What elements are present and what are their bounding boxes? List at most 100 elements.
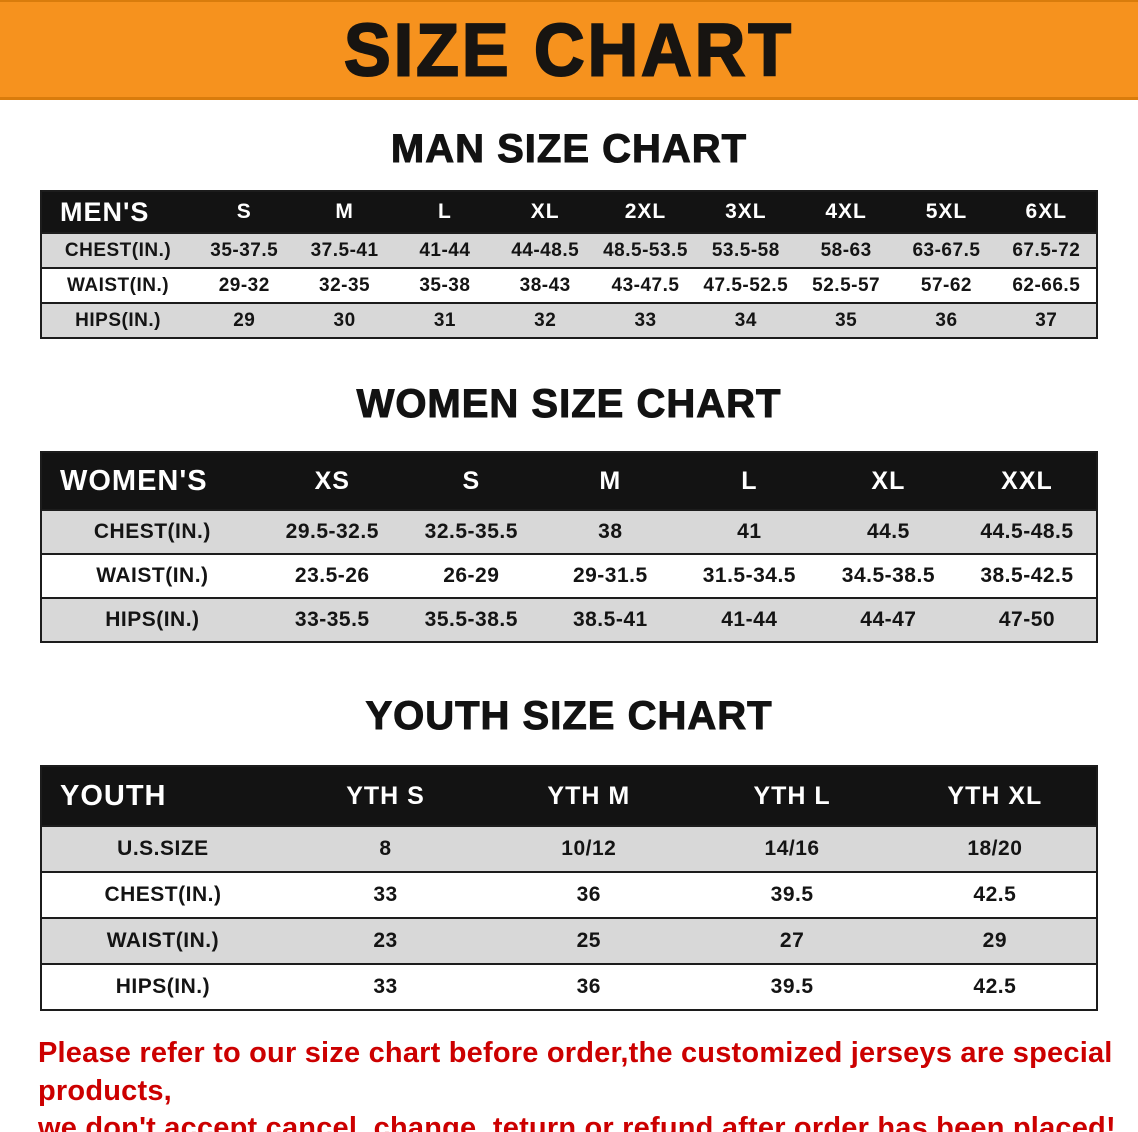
size-header-cell: 5XL [896, 191, 997, 233]
size-value-cell: 38-43 [519, 274, 571, 296]
size-value-cell: 43-47.5 [611, 274, 680, 296]
men-size-chart-section: MAN SIZE CHART MEN'S S M L XL 2XL 3XL 4XL 5XL 6XL… [0, 126, 1138, 339]
size-header-cell: XS [262, 452, 402, 510]
size-value-cell: 29 [233, 309, 256, 331]
disclaimer-line-1: Please refer to our size chart before or… [38, 1037, 1113, 1107]
header-row: MEN'S S M L XL 2XL 3XL 4XL 5XL 6XL [41, 191, 1097, 233]
size-value-cell: 58-63 [820, 239, 872, 261]
table-row: HIPS(IN.) 33-35.5 35.5-38.5 38.5-41 41-44 44-… [41, 598, 1097, 642]
size-header-cell: L [394, 191, 496, 233]
table-title-cell: MEN'S [41, 191, 195, 233]
size-value-cell: 47-50 [998, 608, 1056, 631]
size-value-cell: 41-44 [721, 608, 778, 631]
size-header-cell: 3XL [695, 191, 796, 233]
table-row: WAIST(IN.) 29-32 32-35 35-38 38-43 43-47.5 47.… [41, 268, 1097, 303]
table-title-cell: YOUTH [41, 766, 284, 826]
size-value-cell: 41-44 [419, 239, 471, 261]
size-value-cell: 8 [379, 837, 392, 860]
men-size-table: MEN'S S M L XL 2XL 3XL 4XL 5XL 6XL CHEST(IN.) 35-37… [40, 190, 1098, 339]
size-value-cell: 27 [779, 929, 805, 952]
size-value-cell: 39.5 [770, 883, 814, 906]
row-label-cell: WAIST(IN.) [96, 564, 209, 587]
table-row: U.S.SIZE 8 10/12 14/16 18/20 [41, 826, 1097, 872]
size-value-cell: 26-29 [443, 564, 500, 587]
row-label-cell: CHEST(IN.) [93, 520, 211, 543]
size-value-cell: 10/12 [561, 837, 617, 860]
size-header-cell: YTH M [487, 766, 691, 826]
size-header-cell: M [540, 452, 680, 510]
size-value-cell: 44.5-48.5 [980, 520, 1074, 543]
size-value-cell: 14/16 [764, 837, 820, 860]
size-value-cell: 37 [1035, 309, 1058, 331]
size-header-cell: 6XL [996, 191, 1097, 233]
size-value-cell: 30 [333, 309, 356, 331]
size-value-cell: 35.5-38.5 [424, 608, 518, 631]
size-value-cell: 31 [433, 309, 456, 331]
size-value-cell: 44-47 [860, 608, 917, 631]
size-value-cell: 53.5-58 [711, 239, 780, 261]
women-section-heading: WOMEN SIZE CHART [356, 382, 782, 427]
size-header-cell: L [679, 452, 819, 510]
size-value-cell: 32 [534, 309, 557, 331]
disclaimer: Please refer to our size chart before or… [38, 1035, 1138, 1132]
size-header-cell: 2XL [595, 191, 696, 233]
row-label-cell: HIPS(IN.) [115, 975, 211, 998]
size-value-cell: 35 [835, 309, 858, 331]
row-label-cell: HIPS(IN.) [105, 608, 200, 631]
size-value-cell: 35-38 [419, 274, 471, 296]
size-value-cell: 42.5 [973, 975, 1017, 998]
size-value-cell: 34.5-38.5 [841, 564, 936, 587]
size-header-cell: XXL [957, 452, 1097, 510]
size-value-cell: 23.5-26 [294, 564, 370, 587]
size-value-cell: 37.5-41 [310, 239, 379, 261]
youth-size-table: YOUTH YTH S YTH M YTH L YTH XL U.S.SIZE 8 10/12… [40, 765, 1098, 1011]
size-value-cell: 63-67.5 [912, 239, 981, 261]
header-row: YOUTH YTH S YTH M YTH L YTH XL [41, 766, 1097, 826]
size-value-cell: 62-66.5 [1012, 274, 1081, 296]
size-value-cell: 34 [734, 309, 757, 331]
table-row: CHEST(IN.) 33 36 39.5 42.5 [41, 872, 1097, 918]
size-value-cell: 44.5 [866, 520, 910, 543]
size-value-cell: 47.5-52.5 [703, 274, 789, 296]
table-row: HIPS(IN.) 29 30 31 32 33 34 35 36 37 [41, 303, 1097, 338]
table-row: HIPS(IN.) 33 36 39.5 42.5 [41, 964, 1097, 1010]
size-value-cell: 67.5-72 [1012, 239, 1081, 261]
youth-section-heading: YOUTH SIZE CHART [365, 694, 773, 739]
table-title-cell: WOMEN'S [41, 452, 263, 510]
size-value-cell: 29-32 [218, 274, 270, 296]
size-value-cell: 44-48.5 [511, 239, 580, 261]
size-header-cell: 4XL [795, 191, 897, 233]
size-value-cell: 31.5-34.5 [702, 564, 796, 587]
row-label-cell: CHEST(IN.) [64, 239, 172, 261]
size-header-cell: YTH S [283, 766, 488, 826]
table-row: WAIST(IN.) 23 25 27 29 [41, 918, 1097, 964]
women-size-chart-section: WOMEN SIZE CHART WOMEN'S XS S M L XL XXL CHEST(… [0, 381, 1138, 643]
size-value-cell: 41 [737, 520, 762, 543]
size-value-cell: 38.5-42.5 [980, 564, 1074, 587]
size-value-cell: 33-35.5 [294, 608, 370, 631]
size-value-cell: 36 [576, 883, 601, 906]
disclaimer-line-2: we don't accept cancel, change, teturn o… [38, 1112, 1116, 1132]
size-value-cell: 29.5-32.5 [285, 520, 379, 543]
youth-size-chart-section: YOUTH SIZE CHART YOUTH YTH S YTH M YTH L YTH… [0, 693, 1138, 1011]
size-header-cell: XL [818, 452, 958, 510]
size-value-cell: 38 [598, 520, 623, 543]
size-value-cell: 57-62 [920, 274, 972, 296]
row-label-cell: WAIST(IN.) [106, 929, 220, 952]
table-row: CHEST(IN.) 29.5-32.5 32.5-35.5 38 41 44.5 44.5… [41, 510, 1097, 554]
size-value-cell: 23 [373, 929, 398, 952]
row-label-cell: WAIST(IN.) [67, 274, 170, 296]
size-value-cell: 42.5 [973, 883, 1017, 906]
header-row: WOMEN'S XS S M L XL XXL [41, 452, 1097, 510]
size-header-cell: YTH L [690, 766, 894, 826]
size-value-cell: 38.5-41 [572, 608, 648, 631]
size-value-cell: 25 [576, 929, 601, 952]
size-value-cell: 33 [634, 309, 657, 331]
women-size-table: WOMEN'S XS S M L XL XXL CHEST(IN.) 29.5-32.5 32.5… [40, 451, 1098, 643]
size-value-cell: 35-37.5 [210, 239, 279, 261]
size-value-cell: 29 [982, 929, 1008, 952]
size-value-cell: 52.5-57 [812, 274, 881, 296]
size-value-cell: 39.5 [770, 975, 814, 998]
table-row: WAIST(IN.) 23.5-26 26-29 29-31.5 31.5-34.5 34… [41, 554, 1097, 598]
